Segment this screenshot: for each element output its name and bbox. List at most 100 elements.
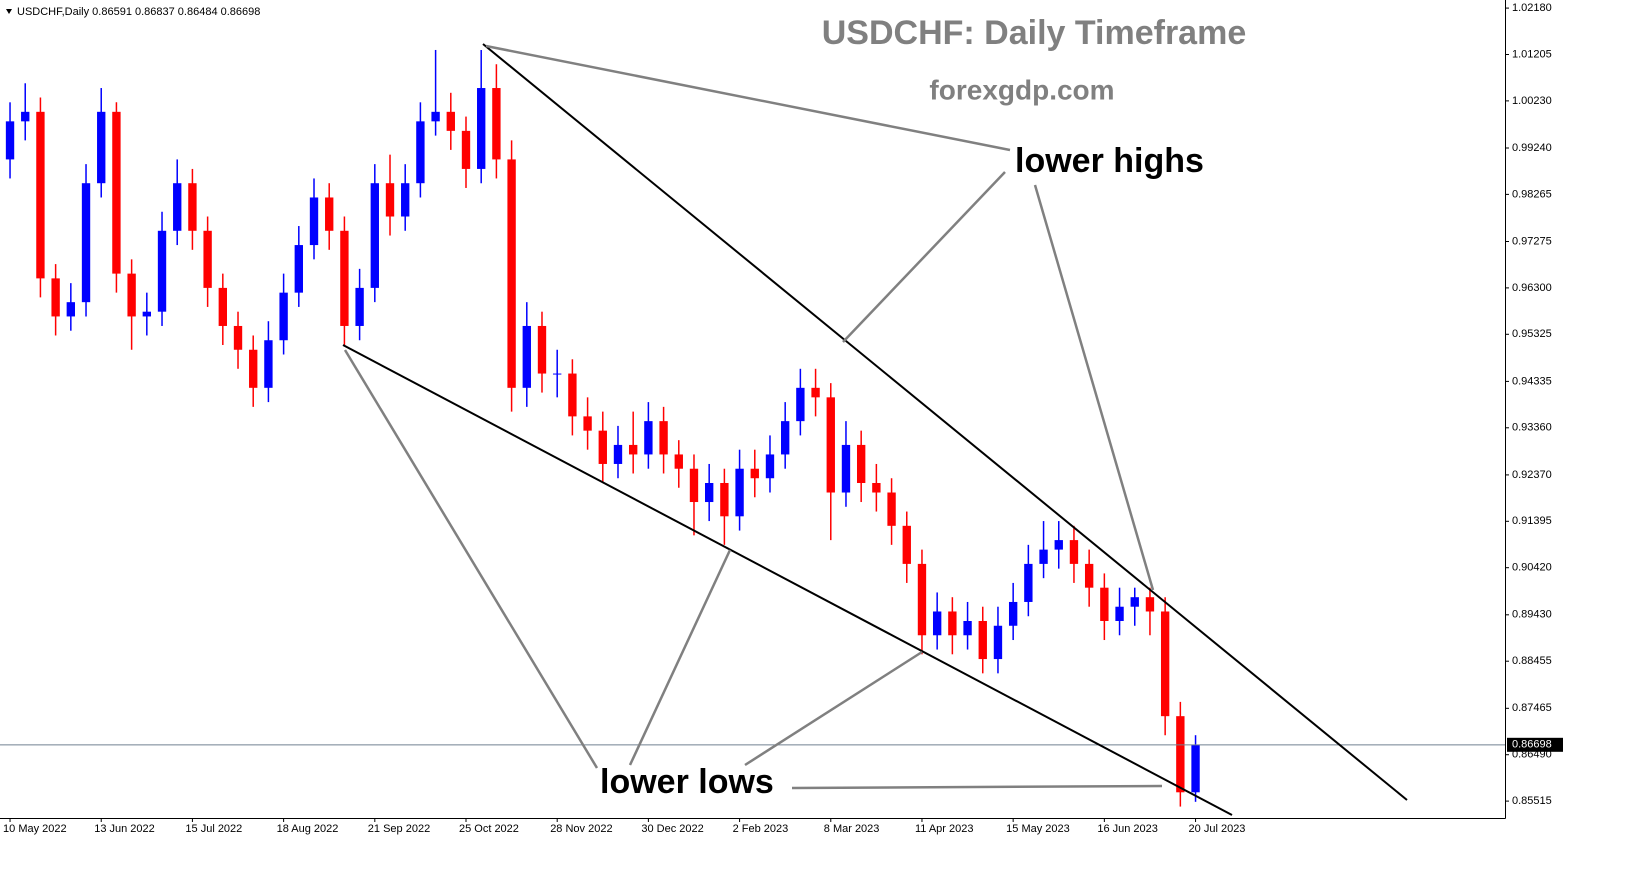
candle-body xyxy=(1039,549,1048,564)
candle-body xyxy=(173,183,182,231)
candle-body xyxy=(735,468,744,517)
candle-body xyxy=(97,111,106,184)
candle-body xyxy=(644,421,653,455)
x-tick-label: 15 May 2023 xyxy=(1006,823,1070,835)
candle-body xyxy=(598,430,607,464)
candle-body xyxy=(811,387,820,398)
x-tick-label: 25 Oct 2022 xyxy=(459,823,519,835)
y-tick-label: 0.87465 xyxy=(1512,702,1552,714)
candle-body xyxy=(1054,540,1063,550)
candle-body xyxy=(249,349,258,388)
candle-body xyxy=(978,620,987,660)
candle-body xyxy=(264,340,273,388)
y-tick-label: 0.97275 xyxy=(1512,235,1552,247)
pointers xyxy=(343,44,1163,790)
candle-body xyxy=(841,444,851,493)
candle-body xyxy=(1100,587,1109,621)
x-tick-label: 21 Sep 2022 xyxy=(368,823,430,835)
candle-body xyxy=(1069,540,1079,564)
candle-body xyxy=(1024,563,1033,602)
candle-body xyxy=(218,287,227,326)
candle-body xyxy=(340,230,349,326)
candle-body xyxy=(537,325,547,374)
candle-body xyxy=(370,183,379,288)
candle-body xyxy=(492,88,501,160)
candle-body xyxy=(431,111,440,122)
candle-body xyxy=(1145,597,1155,612)
y-tick-label: 0.89430 xyxy=(1512,609,1552,621)
candle-body xyxy=(613,444,623,464)
candle-body xyxy=(948,611,957,636)
candle-body xyxy=(21,111,30,122)
candle-body xyxy=(1008,601,1018,626)
y-tick-label: 0.91395 xyxy=(1512,515,1552,527)
pointer xyxy=(1033,184,1155,591)
x-tick-label: 15 Jul 2022 xyxy=(185,823,242,835)
pointer xyxy=(628,549,732,766)
x-tick-label: 10 May 2022 xyxy=(3,823,67,835)
candle-body xyxy=(127,273,136,317)
last-price-box xyxy=(1507,737,1563,752)
y-tick-label: 0.95325 xyxy=(1512,328,1552,340)
candle-body xyxy=(553,373,562,375)
y-tick-label: 0.96300 xyxy=(1512,282,1552,294)
candle-body xyxy=(142,311,152,317)
y-tick-label: 0.88455 xyxy=(1512,655,1552,667)
candle-body xyxy=(66,302,76,317)
y-tick-label: 0.98265 xyxy=(1512,188,1552,200)
x-tick-label: 30 Dec 2022 xyxy=(641,823,703,835)
chart-title: USDCHF: Daily Timeframe xyxy=(822,14,1247,52)
candle-body xyxy=(294,245,303,293)
candle-body xyxy=(963,620,972,636)
candle-body xyxy=(902,525,911,564)
y-tick-label: 1.01205 xyxy=(1512,48,1552,60)
candle-body xyxy=(1130,597,1139,607)
candle-body xyxy=(917,563,927,636)
candle-body xyxy=(203,230,212,288)
candle-body xyxy=(522,325,531,388)
candle-body xyxy=(826,397,835,493)
candle-body xyxy=(385,183,395,217)
candle-body xyxy=(932,611,942,636)
candle-body xyxy=(1160,611,1170,717)
candle-body xyxy=(780,421,790,455)
candle-body xyxy=(856,444,866,483)
x-tick-label: 16 Jun 2023 xyxy=(1097,823,1158,835)
candle-body xyxy=(568,373,577,417)
candle-body xyxy=(309,197,319,246)
candle-body xyxy=(36,111,45,279)
y-tick-label: 1.00230 xyxy=(1512,95,1552,107)
last-price-label: 0.86698 xyxy=(1512,739,1552,751)
candle-body xyxy=(993,625,1003,660)
candle-body xyxy=(157,230,167,312)
y-tick-label: 0.94335 xyxy=(1512,375,1552,387)
candle-body xyxy=(1176,716,1185,793)
y-tick-label: 0.93360 xyxy=(1512,422,1552,434)
pointer xyxy=(791,784,1163,790)
candle-body xyxy=(872,482,881,493)
candle-body xyxy=(1191,744,1200,793)
upper-trend-line xyxy=(482,43,1408,801)
candle-body xyxy=(674,454,683,469)
candle-body xyxy=(188,183,197,231)
y-tick-label: 0.90420 xyxy=(1512,562,1552,574)
candle-body xyxy=(401,183,410,217)
header: USDCHF,Daily 0.86591 0.86837 0.86484 0.8… xyxy=(17,6,260,18)
trend-lines xyxy=(342,43,1408,816)
candle-body xyxy=(112,111,121,274)
candle-body xyxy=(796,387,805,422)
candle-body xyxy=(233,325,243,350)
menu-triangle xyxy=(6,9,12,14)
y-tick-label: 0.85515 xyxy=(1512,795,1552,807)
candle-body xyxy=(750,468,759,479)
y-tick-label: 0.99240 xyxy=(1512,142,1552,154)
annotation: lower highs xyxy=(1015,142,1204,180)
annotation: lower lows xyxy=(600,763,774,801)
y-tick-label: 1.02180 xyxy=(1512,2,1552,14)
candle-body xyxy=(416,121,425,184)
x-tick-label: 2 Feb 2023 xyxy=(733,823,789,835)
candle-body xyxy=(81,183,91,303)
lower-trend-line xyxy=(342,344,1233,816)
